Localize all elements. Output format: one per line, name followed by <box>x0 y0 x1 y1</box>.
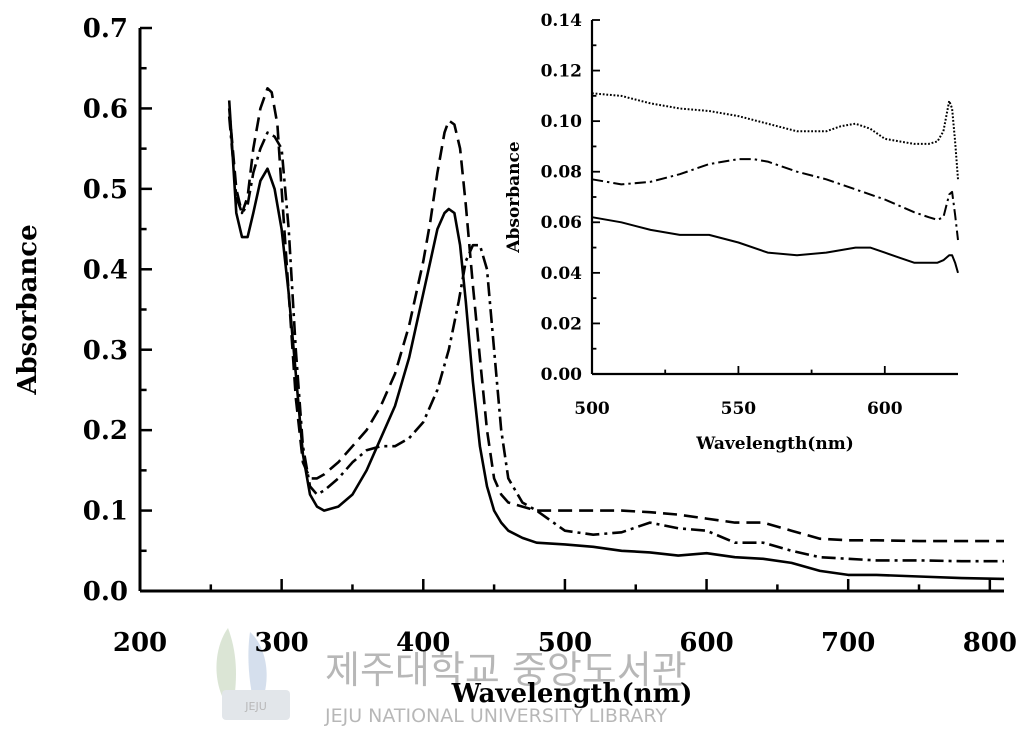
y-tick-label: 0.4 <box>83 255 128 285</box>
y-tick-label: 0.5 <box>83 175 128 205</box>
watermark-korean-text: 제주대학교 중앙도서관 <box>325 648 687 692</box>
emblem-text: JEJU <box>244 700 267 713</box>
series-line-dashed <box>227 87 1004 543</box>
x-axis-label: Wavelength(nm) <box>451 679 693 709</box>
y-tick-label: 0.6 <box>83 95 128 125</box>
x-tick-label: 600 <box>867 399 903 419</box>
inset-background <box>590 18 960 376</box>
x-tick-label: 500 <box>574 399 610 419</box>
x-tick-label: 600 <box>679 628 733 658</box>
watermark-english-text: JEJU NATIONAL UNIVERSITY LIBRARY <box>324 705 667 727</box>
series-line-dash-dot <box>227 116 1004 563</box>
y-tick-label: 0.3 <box>83 336 128 366</box>
x-tick-label: 550 <box>721 399 757 419</box>
y-tick-label: 0.08 <box>541 163 582 183</box>
y-axis-label: Absorbance <box>504 141 524 254</box>
x-tick-label: 300 <box>254 628 308 658</box>
series-line-dotted <box>591 92 959 180</box>
y-tick-label: 0.06 <box>541 213 582 233</box>
library-watermark: JEJU 제주대학교 중앙도서관 JEJU NATIONAL UNIVERSIT… <box>216 628 687 727</box>
series-line-dash-dot <box>591 158 959 241</box>
y-tick-label: 0.04 <box>541 264 583 284</box>
y-tick-label: 0.0 <box>83 577 128 607</box>
y-tick-label: 0.2 <box>83 416 128 446</box>
y-tick-label: 0.14 <box>541 11 583 31</box>
series-line-solid <box>227 100 1005 581</box>
y-tick-label: 0.7 <box>83 14 128 44</box>
y-axis-label: Absorbance <box>13 224 43 395</box>
y-tick-label: 0.12 <box>541 62 582 82</box>
x-axis-label: Wavelength(nm) <box>695 434 854 454</box>
series-line-solid <box>591 216 959 274</box>
x-tick-label: 500 <box>538 628 592 658</box>
library-emblem-logo: JEJU <box>216 628 290 720</box>
x-tick-label: 700 <box>821 628 875 658</box>
x-tick-label: 400 <box>396 628 450 658</box>
x-tick-label: 800 <box>963 628 1017 658</box>
y-tick-label: 0.02 <box>541 314 582 334</box>
y-tick-label: 0.10 <box>541 112 583 132</box>
y-tick-label: 0.1 <box>83 497 128 527</box>
y-tick-label: 0.00 <box>541 365 583 385</box>
inset-chart: 0.00 0.02 0.04 0.06 0.08 0.10 0.12 0.14 500 550 60… <box>504 11 960 454</box>
x-tick-label: 200 <box>113 628 167 658</box>
main-chart: 0.0 0.1 0.2 0.3 0.4 0.5 0.6 0.7 200 300 400 500 600 7… <box>13 14 1017 709</box>
